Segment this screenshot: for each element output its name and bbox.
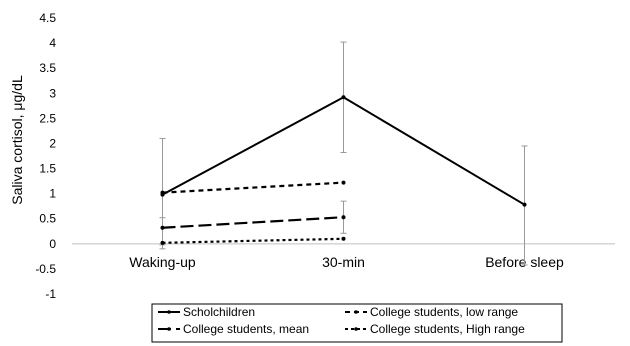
y-tick-label: 0 bbox=[49, 237, 56, 251]
legend: Scholchildren College students, mean Colle… bbox=[151, 303, 563, 343]
data-point-college-students-low-range bbox=[341, 180, 346, 185]
data-point-scholchildren bbox=[341, 95, 346, 100]
y-tick-label: 2 bbox=[49, 136, 56, 150]
y-tick-label: -1 bbox=[45, 287, 56, 301]
series-line-college-students-high-range bbox=[162, 237, 344, 244]
data-point-college-students-low-range bbox=[160, 190, 165, 195]
y-tick-label: 4.5 bbox=[39, 11, 56, 25]
y-tick-label: 1 bbox=[49, 187, 56, 201]
legend-marker-college-students-high-range bbox=[354, 327, 358, 331]
data-point-college-students-mean bbox=[160, 225, 165, 230]
data-point-scholchildren bbox=[522, 202, 527, 207]
legend-marker-college-students-mean bbox=[167, 327, 171, 331]
legend-marker-scholchildren bbox=[167, 310, 171, 314]
x-tick-label: Waking-up bbox=[129, 254, 196, 270]
series-markers bbox=[160, 95, 527, 245]
y-tick-label: -0.5 bbox=[35, 262, 56, 276]
y-tick-label: 3.5 bbox=[39, 61, 56, 75]
legend-label-college-students-high-range: College students, High range bbox=[370, 322, 525, 336]
y-tick-label: 4 bbox=[49, 36, 56, 50]
series-line-college-students-mean bbox=[162, 216, 344, 229]
y-tick-label: 2.5 bbox=[39, 111, 56, 125]
error-bars bbox=[159, 41, 528, 266]
y-tick-label: 1.5 bbox=[39, 162, 56, 176]
y-axis-ticks: 4.5 4 3.5 3 2.5 2 1.5 1 0.5 0 -0.5 -1 bbox=[35, 11, 56, 301]
series-line-college-students-low-range bbox=[162, 181, 344, 194]
data-point-college-students-high-range bbox=[160, 240, 165, 245]
legend-marker-college-students-low-range bbox=[354, 310, 358, 314]
legend-box bbox=[151, 303, 563, 343]
y-axis-title: Saliva cortisol, μg/dL bbox=[9, 75, 25, 205]
legend-label-scholchildren: Scholchildren bbox=[183, 305, 255, 319]
legend-label-college-students-low-range: College students, low range bbox=[370, 305, 518, 319]
x-tick-label: 30-min bbox=[322, 254, 365, 270]
data-point-college-students-mean bbox=[341, 215, 346, 220]
data-point-college-students-high-range bbox=[341, 236, 346, 241]
y-tick-label: 0.5 bbox=[39, 212, 56, 226]
y-tick-label: 3 bbox=[49, 86, 56, 100]
legend-label-college-students-mean: College students, mean bbox=[183, 322, 309, 336]
x-axis-labels: Waking-up 30-min Before sleep bbox=[129, 254, 564, 270]
